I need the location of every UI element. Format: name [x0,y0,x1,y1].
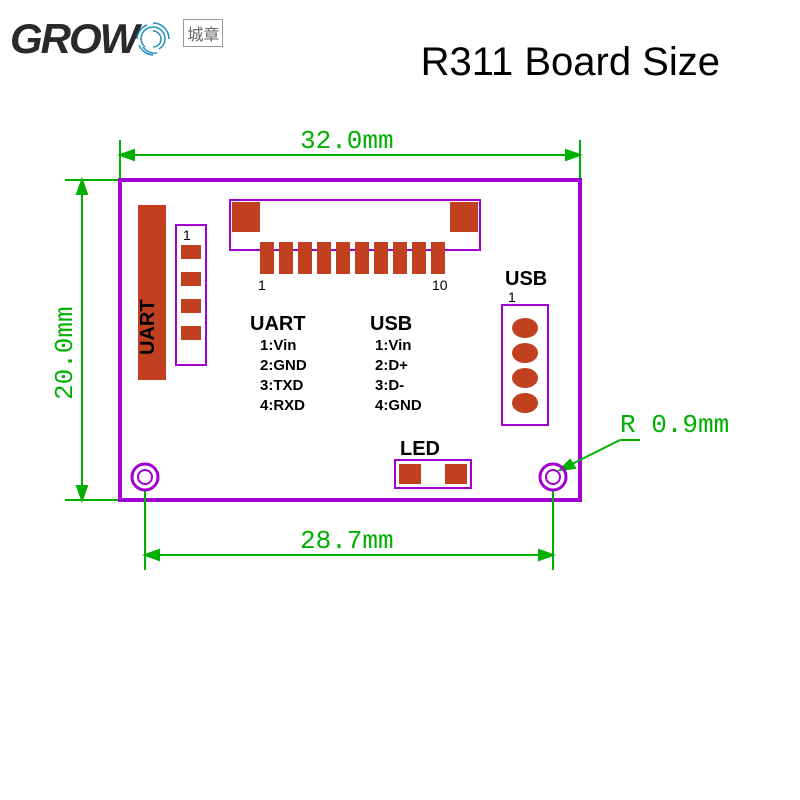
uart-pin1-mark: 1 [183,227,191,243]
uart-pins-header: UART [250,313,306,335]
dim-radius-label: R 0.9mm [620,410,729,440]
ffc-right-pad [450,202,478,232]
ffc-pins [260,242,445,274]
uart-pin-item: 4:RXD [260,397,305,414]
uart-pins-list: 1:Vin 2:GND 3:TXD 4:RXD [260,337,307,414]
ffc-pin10-label: 10 [432,277,448,293]
dim-top-label: 32.0mm [300,126,394,156]
uart-pin-item: 2:GND [260,357,307,374]
usb-pin-item: 3:D- [375,377,404,394]
dim-bottom-label: 28.7mm [300,526,394,556]
mounting-holes [132,464,566,490]
diagram-svg: 32.0mm 20.0mm 28.7mm R 0.9mm [0,0,800,800]
usb-pin-item: 2:D+ [375,357,408,374]
usb-pin1-mark: 1 [508,289,516,305]
usb-pin-item: 1:Vin [375,337,411,354]
uart-pin-item: 3:TXD [260,377,304,394]
uart-side-label: UART [137,299,159,355]
usb-pins-header: USB [370,313,412,335]
usb-pin-item: 4:GND [375,397,422,414]
usb-pads [512,318,538,413]
ffc-pin1-label: 1 [258,277,266,293]
led-pads [399,464,467,484]
led-label: LED [400,438,440,460]
uart-pin-item: 1:Vin [260,337,296,354]
usb-label: USB [505,268,547,290]
usb-pins-list: 1:Vin 2:D+ 3:D- 4:GND [375,337,422,414]
dim-radius [560,440,640,470]
dim-left-label: 20.0mm [50,306,80,400]
uart-pads [181,245,201,340]
ffc-left-pad [232,202,260,232]
